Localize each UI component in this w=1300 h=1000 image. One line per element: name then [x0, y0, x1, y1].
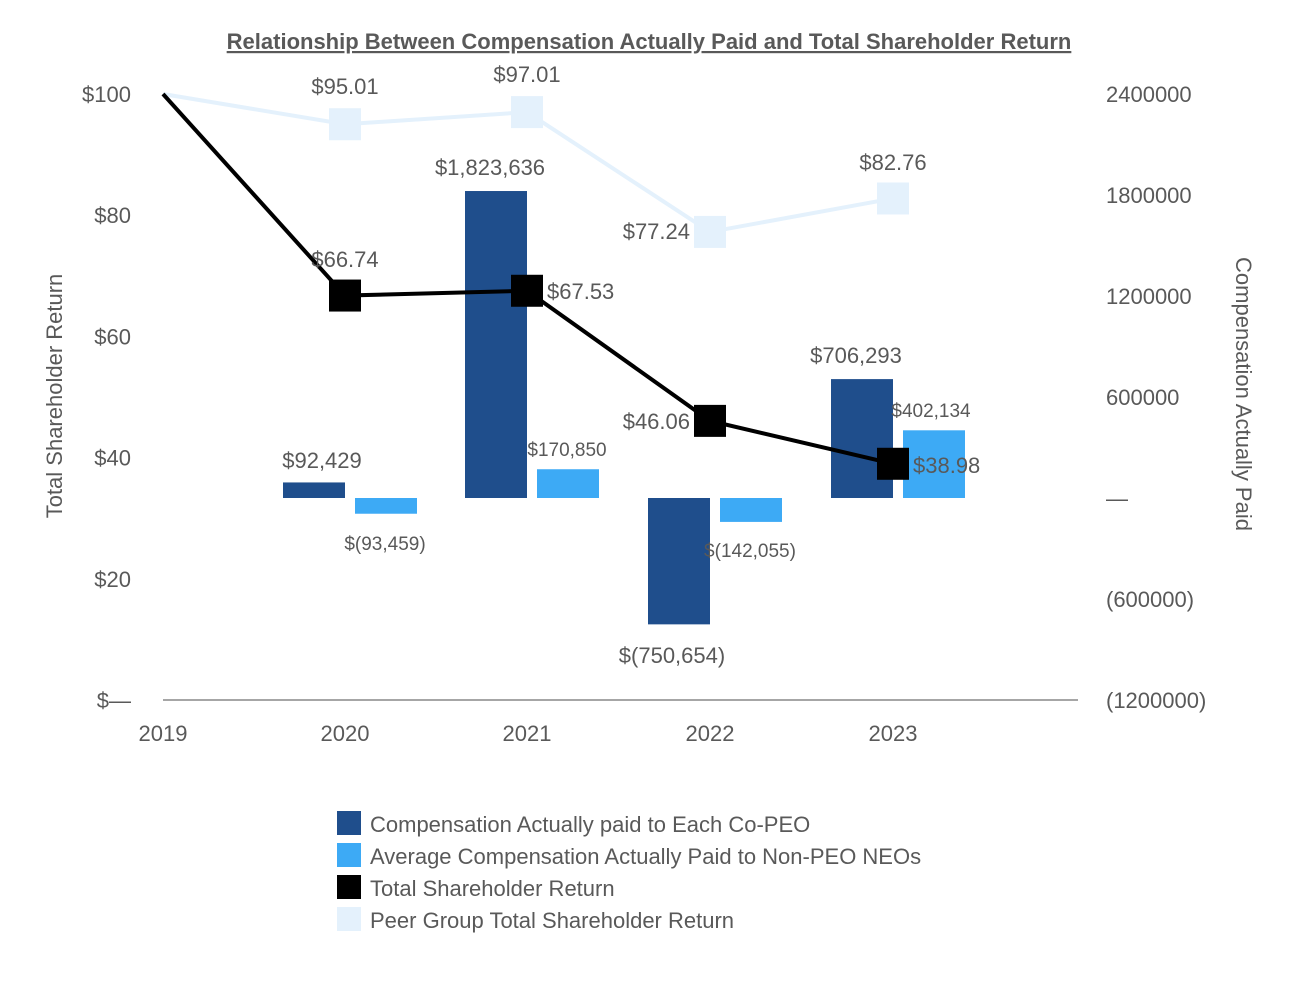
chart-title: Relationship Between Compensation Actual…	[227, 29, 1072, 54]
co-peo-bar	[465, 191, 527, 498]
left-axis-title: Total Shareholder Return	[42, 274, 67, 519]
lines-layer	[161, 92, 909, 480]
right-tick-label: (600000)	[1106, 587, 1194, 612]
co-peo-bar-label: $92,429	[282, 448, 362, 473]
bars-layer	[283, 191, 965, 625]
non-peo-neo-bar	[903, 430, 965, 498]
peer-tsr-label: $97.01	[493, 62, 560, 87]
legend-tsr-swatch	[337, 875, 361, 899]
right-tick-label: —	[1106, 486, 1128, 511]
non-peo-neo-bar	[537, 469, 599, 498]
legend-non-peo-neo-swatch	[337, 843, 361, 867]
tsr-label: $38.98	[913, 453, 980, 478]
legend-non-peo-neo-label: Average Compensation Actually Paid to No…	[370, 844, 921, 869]
x-tick-label: 2020	[321, 721, 370, 746]
x-tick-label: 2022	[686, 721, 735, 746]
right-tick-label: 600000	[1106, 385, 1179, 410]
peer-tsr-label: $77.24	[623, 219, 690, 244]
peer-tsr-label: $95.01	[311, 74, 378, 99]
tsr-label: $67.53	[547, 279, 614, 304]
x-axis-ticks: 2019 2020 2021 2022 2023	[139, 721, 918, 746]
legend-peer-tsr-swatch	[337, 907, 361, 931]
non-peo-neo-bar	[355, 498, 417, 514]
left-tick-label: $100	[82, 82, 131, 107]
co-peo-bar-label: $706,293	[810, 343, 902, 368]
tsr-marker	[877, 447, 909, 480]
left-tick-label: $—	[97, 688, 131, 713]
right-tick-label: 1800000	[1106, 183, 1192, 208]
x-tick-label: 2019	[139, 721, 188, 746]
legend-tsr-label: Total Shareholder Return	[370, 876, 615, 901]
data-labels-layer: $92,429 $1,823,636 $(750,654) $706,293 $(93,…	[282, 62, 980, 668]
peer-tsr-label: $82.76	[859, 150, 926, 175]
x-tick-label: 2021	[503, 721, 552, 746]
left-tick-label: $80	[94, 203, 131, 228]
peer-tsr-marker	[877, 182, 909, 215]
co-peo-bar	[648, 498, 710, 625]
non-peo-neo-bar-label: $402,134	[891, 401, 971, 422]
right-tick-label: (1200000)	[1106, 688, 1206, 713]
non-peo-neo-bar-label: $(142,055)	[704, 541, 796, 562]
co-peo-bar-label: $1,823,636	[435, 155, 545, 180]
peer-tsr-marker	[694, 215, 726, 248]
legend-co-peo-swatch	[337, 811, 361, 835]
non-peo-neo-bar-label: $170,850	[527, 440, 606, 461]
legend: Compensation Actually paid to Each Co-PE…	[337, 811, 921, 933]
legend-peer-tsr-label: Peer Group Total Shareholder Return	[370, 908, 734, 933]
right-axis-title: Compensation Actually Paid	[1231, 257, 1256, 531]
right-tick-label: 2400000	[1106, 82, 1192, 107]
tsr-label: $66.74	[311, 247, 378, 272]
co-peo-bar	[283, 482, 345, 498]
x-tick-label: 2023	[869, 721, 918, 746]
left-tick-label: $40	[94, 446, 131, 471]
tsr-label: $46.06	[623, 409, 690, 434]
co-peo-bar	[831, 379, 893, 498]
co-peo-bar-label: $(750,654)	[619, 643, 725, 668]
legend-co-peo-label: Compensation Actually paid to Each Co-PE…	[370, 812, 810, 837]
left-tick-label: $60	[94, 324, 131, 349]
tsr-marker	[511, 274, 543, 307]
left-axis-ticks: $100 $80 $60 $40 $20 $—	[82, 82, 131, 713]
non-peo-neo-bar	[720, 498, 782, 522]
tsr-marker	[694, 404, 726, 437]
right-tick-label: 1200000	[1106, 284, 1192, 309]
left-tick-label: $20	[94, 567, 131, 592]
right-axis-ticks: 2400000 1800000 1200000 600000 — (600000) (120…	[1106, 82, 1206, 713]
peer-tsr-marker	[329, 108, 361, 141]
non-peo-neo-bar-label: $(93,459)	[344, 534, 425, 555]
tsr-marker	[329, 279, 361, 312]
peer-tsr-marker	[511, 96, 543, 129]
